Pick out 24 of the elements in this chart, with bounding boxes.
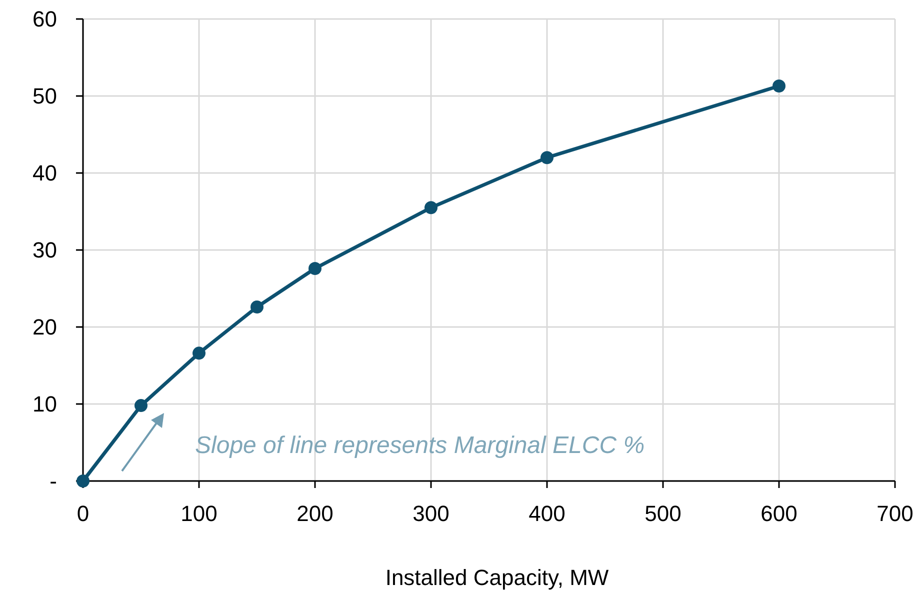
point [134, 399, 148, 412]
y-tick-label: 20 [32, 314, 57, 340]
y-tick-label: 40 [32, 160, 57, 186]
x-tick-label: 300 [412, 501, 450, 526]
point [192, 346, 206, 360]
point [540, 151, 554, 164]
y-tick-label: 30 [32, 238, 57, 263]
y-tick-label: 60 [32, 6, 57, 32]
point [308, 262, 322, 275]
annotation: Slope of line represents Marginal ELCC % [195, 432, 645, 459]
x-tick-label: 100 [180, 501, 218, 526]
point [250, 300, 264, 314]
x-axis-title: Installed Capacity, MW [385, 565, 609, 590]
point [424, 201, 438, 214]
y-tick-label: - [50, 468, 57, 494]
x-tick-label: 200 [296, 501, 334, 526]
x-tick-label: 400 [528, 501, 566, 526]
x-tick-label: 500 [644, 501, 682, 526]
y-tick-label: 50 [32, 84, 57, 109]
point [772, 79, 786, 92]
x-tick-label: 600 [760, 501, 798, 526]
y-tick-label: 10 [32, 392, 57, 417]
x-tick-label: 0 [76, 501, 90, 526]
x-tick-label: 700 [876, 501, 914, 526]
